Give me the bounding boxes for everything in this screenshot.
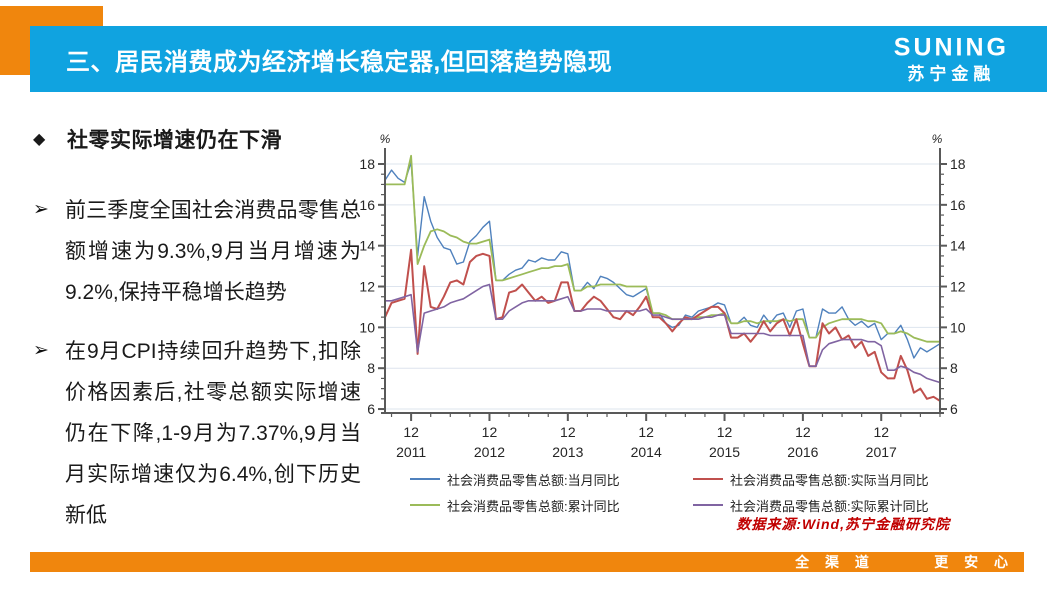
svg-text:12: 12 bbox=[482, 424, 498, 440]
arrow-bullet-icon: ➢ bbox=[33, 340, 49, 361]
legend-label: 社会消费品零售总额:实际当月同比 bbox=[730, 472, 929, 488]
legend-label: 社会消费品零售总额:累计同比 bbox=[447, 498, 620, 514]
bullet-text: 前三季度全国社会消费品零售总额增速为9.3%,9月当月增速为9.2%,保持平稳增… bbox=[65, 199, 361, 304]
svg-text:14: 14 bbox=[359, 238, 375, 254]
logo-chinese-name: 苏宁金融 bbox=[907, 64, 996, 84]
svg-text:12: 12 bbox=[560, 424, 576, 440]
header-bar: 三、居民消费成为经济增长稳定器,但回落趋势隐现 SUNING 苏宁金融 bbox=[30, 26, 1047, 92]
legend-line-swatch bbox=[693, 504, 723, 506]
svg-text:8: 8 bbox=[950, 360, 958, 376]
svg-text:12: 12 bbox=[795, 424, 811, 440]
legend-item: 社会消费品零售总额:累计同比 bbox=[410, 494, 693, 516]
svg-text:16: 16 bbox=[359, 197, 375, 213]
bullet-item: ➢ 前三季度全国社会消费品零售总额增速为9.3%,9月当月增速为9.2%,保持平… bbox=[33, 190, 378, 313]
svg-text:16: 16 bbox=[950, 197, 966, 213]
svg-text:2017: 2017 bbox=[866, 444, 897, 460]
svg-text:2014: 2014 bbox=[631, 444, 662, 460]
bullet-text: 在9月CPI持续回升趋势下,扣除价格因素后,社零总额实际增速仍在下降,1-9月为… bbox=[65, 340, 361, 527]
svg-text:18: 18 bbox=[950, 156, 966, 172]
page-title: 三、居民消费成为经济增长稳定器,但回落趋势隐现 bbox=[66, 48, 613, 76]
svg-text:12: 12 bbox=[873, 424, 889, 440]
section-heading-row: ◆ 社零实际增速仍在下滑 bbox=[33, 124, 378, 154]
svg-text:8: 8 bbox=[367, 360, 375, 376]
svg-text:12: 12 bbox=[359, 279, 375, 295]
legend-line-swatch bbox=[693, 478, 723, 480]
legend-line-swatch bbox=[410, 478, 440, 480]
svg-text:12: 12 bbox=[717, 424, 733, 440]
svg-text:2015: 2015 bbox=[709, 444, 740, 460]
legend-line-swatch bbox=[410, 504, 440, 506]
bullet-item: ➢ 在9月CPI持续回升趋势下,扣除价格因素后,社零总额实际增速仍在下降,1-9… bbox=[33, 331, 378, 536]
svg-text:2012: 2012 bbox=[474, 444, 505, 460]
svg-text:12: 12 bbox=[950, 279, 966, 295]
footer-bar: 全 渠 道 更 安 心 bbox=[30, 552, 1024, 572]
svg-text:6: 6 bbox=[367, 401, 375, 417]
svg-text:%: % bbox=[932, 132, 943, 146]
retail-sales-line-chart: 6 6 8 8 10 10 12 12 14 14 16 16 18 18% % 12 2011 12 2012 12… bbox=[359, 132, 966, 460]
left-text-panel: ◆ 社零实际增速仍在下滑 ➢ 前三季度全国社会消费品零售总额增速为9.3%,9月… bbox=[33, 124, 378, 536]
svg-text:2013: 2013 bbox=[552, 444, 583, 460]
svg-text:%: % bbox=[380, 132, 391, 146]
svg-text:14: 14 bbox=[950, 238, 966, 254]
svg-text:2016: 2016 bbox=[787, 444, 818, 460]
diamond-bullet-icon: ◆ bbox=[33, 131, 46, 148]
svg-text:12: 12 bbox=[403, 424, 419, 440]
footer-slogan: 全 渠 道 更 安 心 bbox=[795, 554, 1014, 570]
svg-text:6: 6 bbox=[950, 401, 958, 417]
legend-item: 社会消费品零售总额:实际当月同比 bbox=[693, 468, 972, 490]
legend-label: 社会消费品零售总额:当月同比 bbox=[447, 472, 620, 488]
data-source-note: 数据来源:Wind,苏宁金融研究院 bbox=[736, 516, 950, 532]
legend-item: 社会消费品零售总额:实际累计同比 bbox=[693, 494, 972, 516]
svg-text:10: 10 bbox=[950, 319, 966, 335]
chart-legend: 社会消费品零售总额:当月同比 社会消费品零售总额:实际当月同比 社会消费品零售总额:… bbox=[410, 468, 972, 516]
svg-text:18: 18 bbox=[359, 156, 375, 172]
svg-text:2011: 2011 bbox=[396, 444, 426, 460]
legend-label: 社会消费品零售总额:实际累计同比 bbox=[730, 498, 929, 514]
suning-logo: SUNING 苏宁金融 bbox=[893, 33, 1009, 84]
logo-wordmark: SUNING bbox=[893, 33, 1009, 62]
legend-item: 社会消费品零售总额:当月同比 bbox=[410, 468, 693, 490]
svg-text:12: 12 bbox=[638, 424, 654, 440]
svg-text:10: 10 bbox=[359, 319, 375, 335]
arrow-bullet-icon: ➢ bbox=[33, 199, 49, 220]
section-heading: 社零实际增速仍在下滑 bbox=[67, 129, 282, 152]
